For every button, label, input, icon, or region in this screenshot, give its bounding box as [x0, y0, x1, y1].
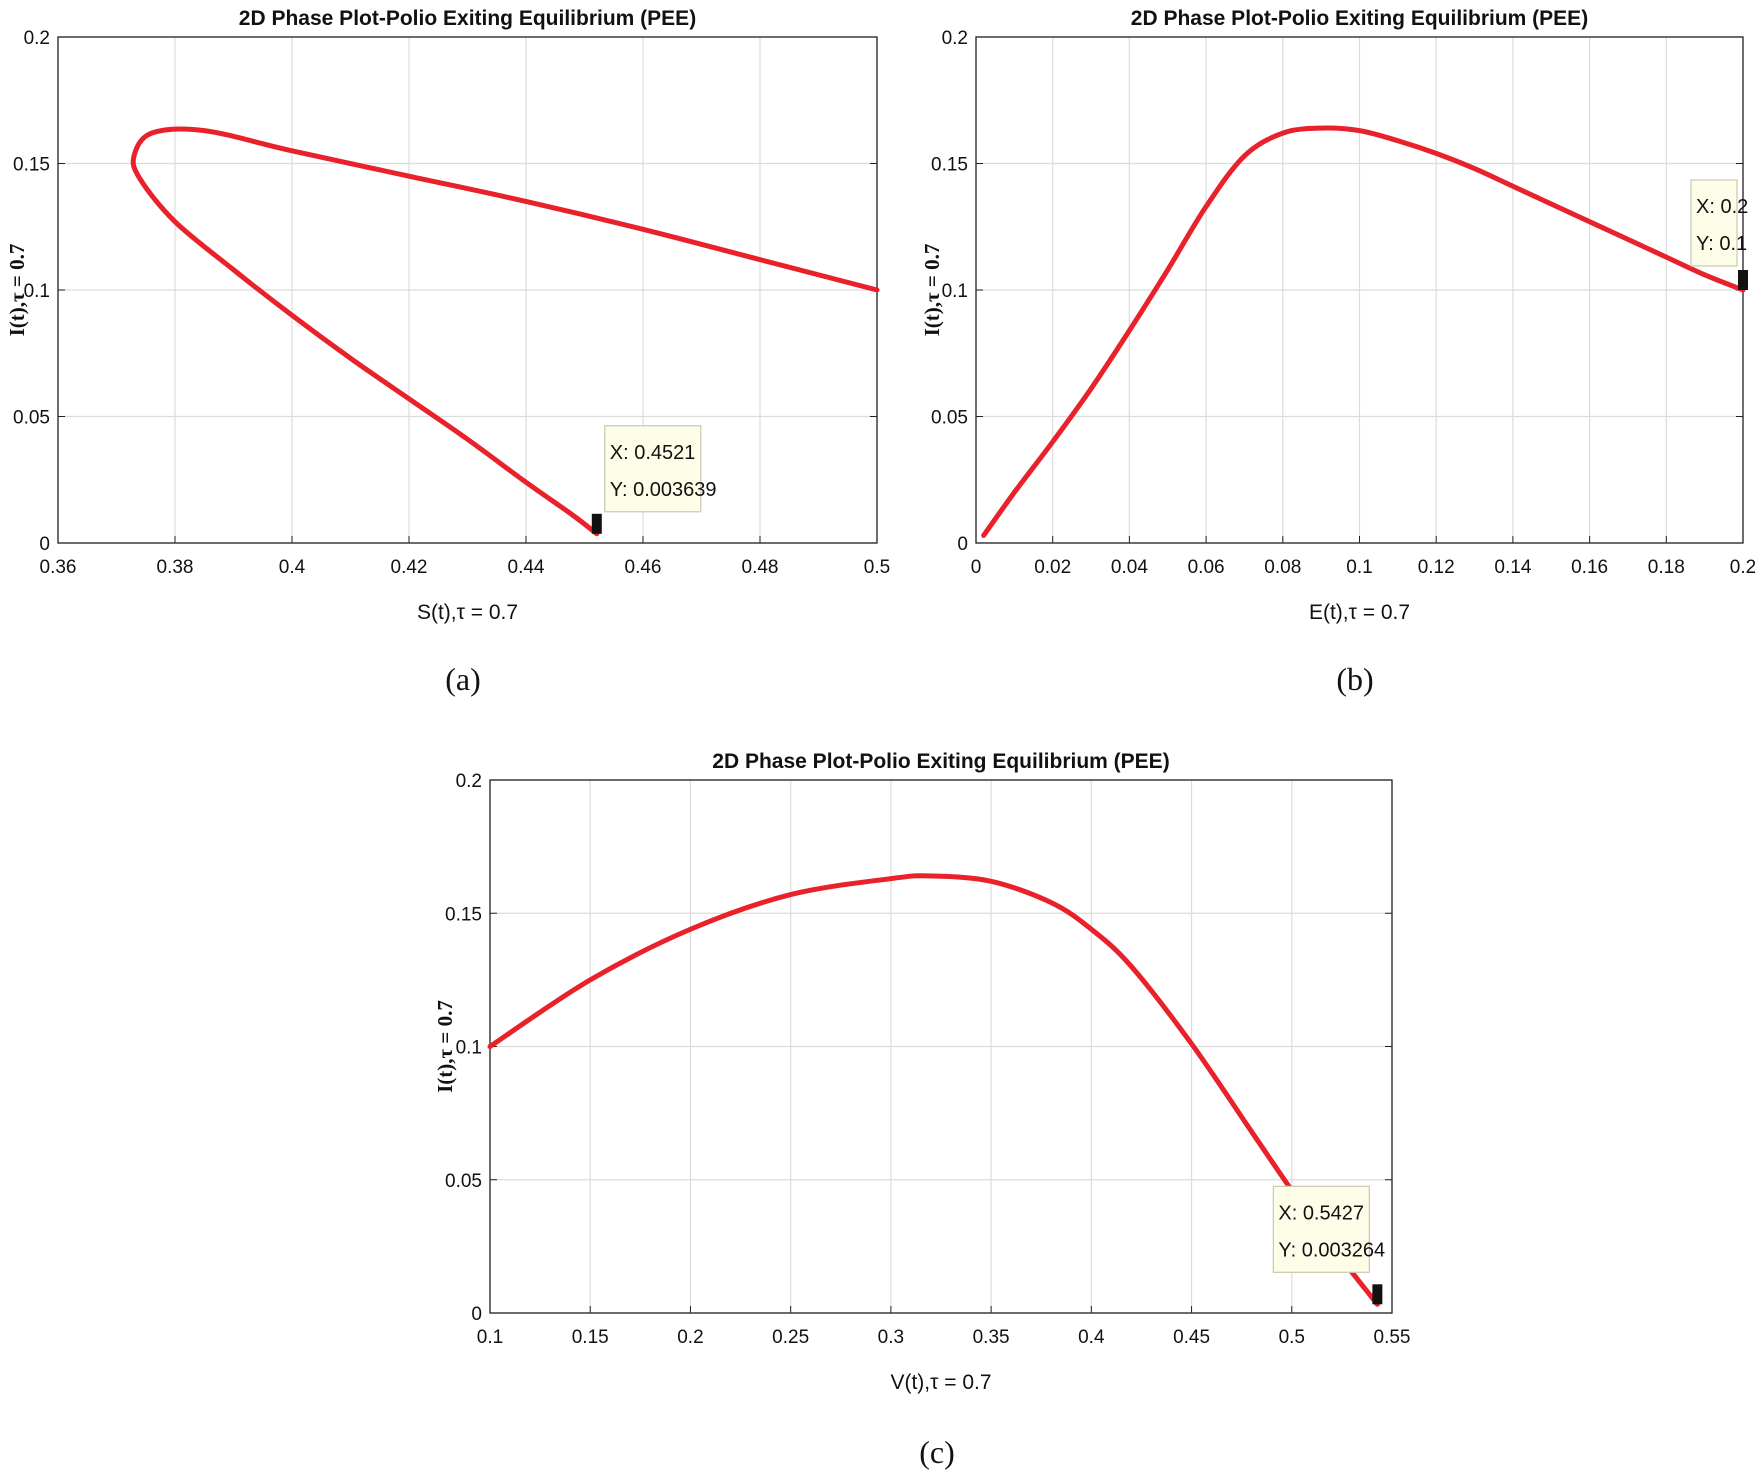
y-tick-label: 0: [471, 1304, 482, 1325]
chart-panel-1: 0.36 0.38 0.4 0.42 0.44 0.46 0.48 0.5 0 0.05 0.1 0.…: [5, 7, 890, 697]
datatip-x-text: X: 0.5427: [1278, 1202, 1364, 1224]
x-tick-label: 0.3: [878, 1327, 904, 1348]
x-tick-label: 0.4: [1078, 1327, 1105, 1348]
y-tick-label: 0.1: [942, 281, 968, 302]
y-axis-label: I(t),τ = 0.7: [920, 244, 944, 337]
datatip-y-text: Y: 0.1: [1696, 233, 1747, 255]
chart-title: 2D Phase Plot-Polio Exiting Equilibrium …: [1131, 7, 1588, 30]
x-tick-label: 0.1: [477, 1327, 503, 1348]
datatip-box: [1690, 179, 1738, 267]
datatip-y-text: Y: 0.003264: [1278, 1239, 1385, 1261]
x-tick-label: 0.14: [1494, 557, 1531, 578]
x-tick-label: 0.38: [157, 557, 194, 578]
x-tick-label: 0.18: [1648, 557, 1685, 578]
x-tick-label: 0.2: [1730, 557, 1755, 578]
y-axis-label: I(t),τ = 0.7: [5, 244, 29, 337]
x-tick-label: 0.02: [1034, 557, 1071, 578]
chart-panel-3: 0.1 0.15 0.2 0.25 0.3 0.35 0.4 0.45 0.5 0.55 0 0.05…: [433, 750, 1410, 1470]
y-tick-label: 0.15: [13, 155, 50, 176]
chart-title: 2D Phase Plot-Polio Exiting Equilibrium …: [239, 7, 696, 30]
y-tick-label: 0.1: [456, 1038, 482, 1059]
x-axis-label: E(t),τ = 0.7: [1309, 601, 1410, 624]
x-tick-label: 0.42: [391, 557, 428, 578]
y-tick-label: 0.15: [445, 904, 482, 925]
series-line: [487, 873, 1380, 1307]
x-tick-label: 0.36: [40, 557, 77, 578]
series-line: [130, 126, 880, 537]
series-line: [981, 125, 1746, 538]
datatip-marker: [1738, 270, 1748, 290]
x-tick-label: 0.4: [279, 557, 306, 578]
x-tick-label: 0.45: [1173, 1327, 1210, 1348]
x-tick-label: 0.5: [1279, 1327, 1305, 1348]
x-axis-label: S(t),τ = 0.7: [417, 601, 518, 624]
y-tick-label: 0.2: [942, 28, 968, 49]
y-tick-label: 0.2: [24, 28, 50, 49]
x-tick-label: 0.15: [572, 1327, 609, 1348]
datatip-marker: [1372, 1284, 1383, 1305]
x-axis-label: V(t),τ = 0.7: [890, 1371, 991, 1394]
x-tick-label: 0.5: [864, 557, 890, 578]
y-tick-label: 0.2: [456, 771, 482, 792]
datatip-box: [604, 425, 702, 513]
y-tick-label: 0.15: [931, 155, 968, 176]
x-tick-label: 0.55: [1374, 1327, 1411, 1348]
y-tick-label: 0: [957, 534, 968, 555]
datatip-y-text: Y: 0.003639: [610, 479, 717, 501]
x-tick-label: 0.44: [508, 557, 545, 578]
chart-title: 2D Phase Plot-Polio Exiting Equilibrium …: [712, 750, 1169, 773]
datatip-x-text: X: 0.2: [1696, 196, 1748, 218]
x-tick-label: 0.35: [973, 1327, 1010, 1348]
x-tick-label: 0.12: [1418, 557, 1455, 578]
y-axis-label: I(t),τ = 0.7: [433, 1000, 457, 1093]
x-tick-label: 0.16: [1571, 557, 1608, 578]
x-tick-label: 0.06: [1188, 557, 1225, 578]
y-tick-label: 0: [39, 534, 50, 555]
datatip-box: [1272, 1185, 1370, 1273]
x-tick-label: 0: [971, 557, 982, 578]
panel-caption: (a): [445, 661, 481, 697]
x-tick-label: 0.08: [1264, 557, 1301, 578]
datatip-marker: [591, 513, 602, 534]
y-tick-label: 0.05: [13, 408, 50, 429]
x-tick-label: 0.25: [772, 1327, 809, 1348]
y-tick-label: 0.05: [445, 1171, 482, 1192]
y-tick-label: 0.05: [931, 408, 968, 429]
x-tick-label: 0.04: [1111, 557, 1148, 578]
x-tick-label: 0.2: [677, 1327, 703, 1348]
datatip-x-text: X: 0.4521: [610, 442, 696, 464]
x-tick-label: 0.1: [1346, 557, 1372, 578]
panel-caption: (c): [919, 1434, 955, 1470]
x-tick-label: 0.46: [625, 557, 662, 578]
panel-caption: (b): [1336, 661, 1373, 697]
chart-panel-2: 0 0.02 0.04 0.06 0.08 0.1 0.12 0.14 0.16 0.18 0.2 0…: [920, 7, 1755, 697]
y-tick-label: 0.1: [24, 281, 50, 302]
x-tick-label: 0.48: [742, 557, 779, 578]
